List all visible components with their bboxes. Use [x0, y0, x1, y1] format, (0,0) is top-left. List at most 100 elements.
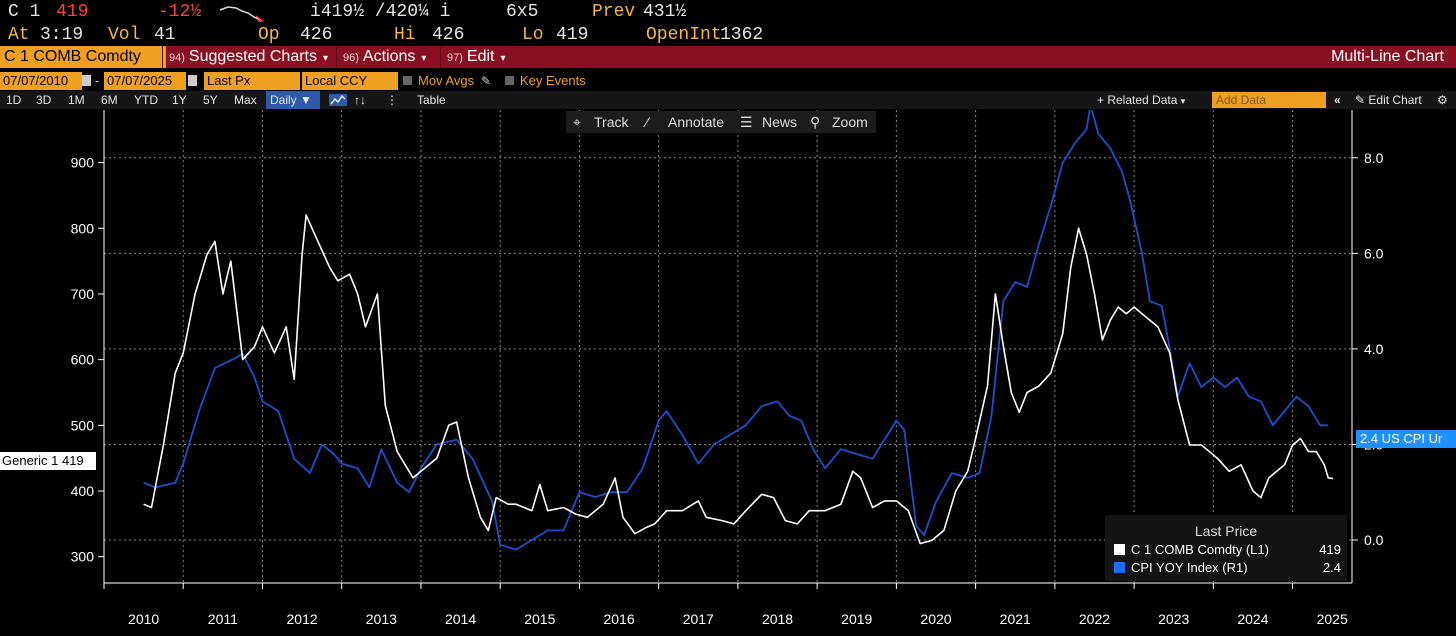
- range-6m[interactable]: 6M: [101, 93, 118, 107]
- add-data-input[interactable]: Add Data: [1212, 92, 1326, 108]
- end-date-field[interactable]: 07/07/2025: [104, 72, 186, 90]
- annotate-icon: ∕: [646, 114, 649, 130]
- x-tick-label: 2013: [366, 611, 397, 627]
- crosshair-icon: ⌖: [573, 114, 581, 130]
- actions-button[interactable]: 96) Actions ▾: [336, 46, 432, 68]
- cursor-icon[interactable]: ↑↓: [354, 93, 366, 107]
- suggested-charts-button[interactable]: 94) Suggested Charts ▾: [162, 46, 334, 68]
- calendar-icon[interactable]: [82, 75, 91, 86]
- left-tick-label: 300: [71, 549, 95, 565]
- track-button[interactable]: Track: [594, 114, 629, 130]
- ticker-prev: 431½: [643, 2, 687, 22]
- x-tick-label: 2023: [1158, 611, 1189, 627]
- ticker-op: 426: [300, 25, 333, 45]
- x-tick-label: 2010: [128, 611, 159, 627]
- annotate-button[interactable]: Annotate: [668, 114, 725, 130]
- left-tick-label: 700: [71, 286, 95, 302]
- ticker-vol-label: Vol: [108, 25, 141, 45]
- suggested-charts-num: 94): [169, 52, 185, 64]
- legend-value-corn: 419: [1319, 542, 1341, 557]
- pencil-icon: ✎: [1355, 93, 1366, 107]
- frequency-select[interactable]: Daily ▼: [266, 91, 320, 109]
- chart-type-label: Multi-Line Chart: [1331, 48, 1444, 65]
- date-separator: -: [95, 73, 100, 88]
- key-events-checkbox[interactable]: [505, 76, 514, 85]
- actions-label: Actions: [362, 48, 416, 65]
- frequency-label: Daily: [270, 93, 297, 107]
- field-select[interactable]: Last Px: [204, 72, 300, 90]
- range-3d[interactable]: 3D: [36, 93, 52, 107]
- last-value-tag-corn: Generic 1 419: [0, 452, 96, 470]
- sparkline-icon: [219, 6, 265, 22]
- x-tick-label: 2011: [208, 611, 238, 627]
- edit-label: Edit: [466, 48, 495, 65]
- mov-avgs-checkbox[interactable]: [403, 76, 412, 85]
- edit-chart-button[interactable]: ✎ Edit Chart: [1355, 91, 1422, 109]
- table-button[interactable]: Table: [417, 93, 446, 107]
- edit-chart-label: Edit Chart: [1368, 93, 1422, 107]
- ticker-prev-label: Prev: [592, 2, 636, 22]
- ticker-change: -12½: [158, 2, 202, 22]
- calendar-icon[interactable]: [188, 75, 197, 86]
- legend-name-cpi: CPI YOY Index (R1): [1131, 560, 1248, 575]
- range-1y[interactable]: 1Y: [172, 93, 187, 107]
- x-tick-label: 2020: [920, 611, 951, 627]
- x-tick-label: 2019: [841, 611, 872, 627]
- left-tick-label: 500: [71, 417, 95, 433]
- legend-name-corn: C 1 COMB Comdty (L1): [1131, 542, 1269, 557]
- chart-grid: [104, 110, 1352, 583]
- ticker-hi-label: Hi: [394, 25, 416, 45]
- left-tick-label: 900: [71, 155, 95, 171]
- ticker-vol: 41: [154, 25, 176, 45]
- ticker-oi: 1362: [720, 25, 764, 45]
- security-name: C 1 COMB Comdty: [4, 48, 141, 65]
- ticker-hi: 426: [432, 25, 465, 45]
- ticker-header: C 1 419 -12½ i419½ /420¼ i 6x5 Prev 431½…: [0, 0, 1456, 46]
- line-chart-icon[interactable]: [328, 93, 348, 107]
- pencil-icon[interactable]: ✎: [481, 74, 492, 88]
- related-data-label: + Related Data: [1097, 93, 1178, 107]
- last-value-tag-cpi: 2.4 US CPI Ur: [1356, 430, 1456, 448]
- x-tick-label: 2021: [1000, 611, 1031, 627]
- range-1d[interactable]: 1D: [6, 93, 22, 107]
- chart-toolbar: ⌖ Track ∕ Annotate ☰ News ⚲ Zoom: [566, 111, 876, 133]
- chart-series: [143, 110, 1334, 551]
- right-tick-label: 0.0: [1364, 532, 1384, 548]
- currency-select[interactable]: Local CCY: [302, 72, 398, 90]
- chart-legend: Last Price C 1 COMB Comdty (L1) 419 CPI …: [1105, 515, 1347, 581]
- edit-button[interactable]: 97) Edit ▾: [440, 46, 512, 68]
- range-5y[interactable]: 5Y: [203, 93, 218, 107]
- x-tick-label: 2018: [762, 611, 793, 627]
- range-max[interactable]: Max: [234, 93, 257, 107]
- x-tick-label: 2012: [287, 611, 318, 627]
- caret-down-icon: ▾: [500, 53, 506, 64]
- x-tick-label: 2022: [1079, 611, 1110, 627]
- right-tick-label: 6.0: [1364, 245, 1384, 261]
- x-tick-label: 2024: [1237, 611, 1268, 627]
- ticker-security: C 1: [8, 2, 41, 22]
- range-ytd[interactable]: YTD: [134, 93, 158, 107]
- zoom-button[interactable]: Zoom: [832, 114, 868, 130]
- start-date-field[interactable]: 07/07/2010: [0, 72, 82, 90]
- legend-swatch-cpi: [1114, 562, 1125, 573]
- related-data-button[interactable]: + Related Data ▾: [1097, 91, 1185, 110]
- options-bar: 07/07/2010 - 07/07/2025 Last Px Local CC…: [0, 72, 1456, 90]
- caret-down-icon: ▾: [322, 53, 329, 64]
- legend-title: Last Price: [1194, 523, 1258, 539]
- x-tick-label: 2016: [603, 611, 634, 627]
- gear-icon[interactable]: ⚙: [1437, 93, 1448, 107]
- range-1m[interactable]: 1M: [68, 93, 85, 107]
- right-tick-label: 8.0: [1364, 150, 1384, 166]
- collapse-icon[interactable]: «: [1334, 93, 1341, 107]
- ticker-size: 6x5: [506, 2, 539, 22]
- title-bar: C 1 COMB Comdty 94) Suggested Charts ▾ 96)…: [0, 46, 1456, 68]
- ticker-op-label: Op: [258, 25, 280, 45]
- more-dots-icon[interactable]: ⋮: [386, 93, 398, 107]
- security-field[interactable]: C 1 COMB Comdty: [0, 46, 166, 68]
- ticker-bid-ask: i419½ /420¼ i: [310, 2, 451, 22]
- news-button[interactable]: News: [762, 114, 798, 130]
- ticker-last: 419: [56, 2, 89, 22]
- x-tick-label: 2015: [524, 611, 555, 627]
- news-icon: ☰: [740, 114, 753, 130]
- caret-down-icon: ▾: [1180, 96, 1186, 106]
